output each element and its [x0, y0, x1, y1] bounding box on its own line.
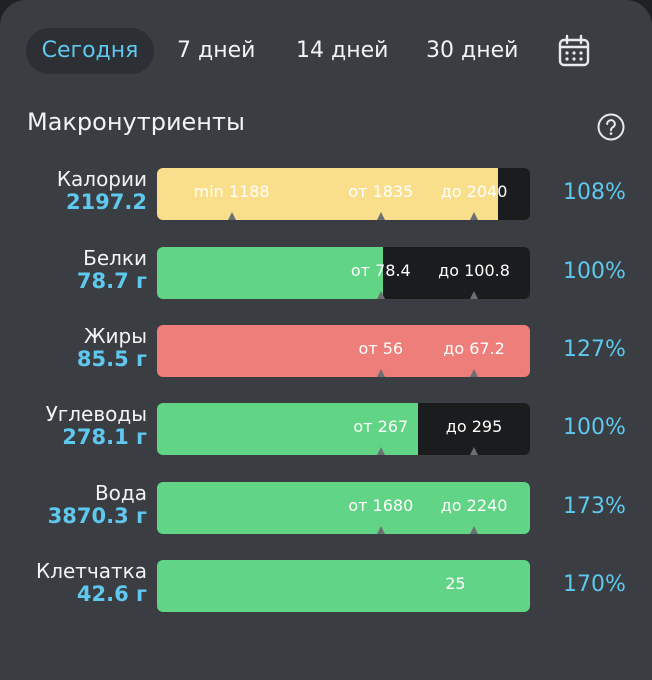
macro-row[interactable]: Углеводы 278.1 г от 267 до 295 100% [0, 402, 652, 459]
section-title: Макронутриенты [27, 108, 245, 136]
macro-row[interactable]: Клетчатка 42.6 г 25 170% [0, 559, 652, 616]
range-tick [470, 447, 479, 455]
range-tick [376, 291, 385, 299]
range-label: до 67.2 [443, 339, 505, 358]
range-tick [470, 212, 479, 220]
macro-name: Вода [94, 481, 147, 505]
calendar-icon[interactable] [556, 33, 592, 69]
macro-percent: 100% [563, 415, 626, 440]
tab-14-days[interactable]: 14 дней [296, 38, 389, 63]
macro-value: 85.5 г [76, 347, 147, 371]
macro-name: Калории [56, 167, 147, 191]
macro-name: Клетчатка [36, 559, 147, 583]
macro-bar: от 267 до 295 [157, 403, 530, 455]
macro-percent: 108% [563, 180, 626, 205]
macro-name: Белки [83, 246, 147, 270]
macro-row[interactable]: Белки 78.7 г от 78.4 до 100.8 100% [0, 246, 652, 303]
range-tick [376, 369, 385, 377]
tab-7-days[interactable]: 7 дней [177, 38, 256, 63]
range-tick [376, 447, 385, 455]
range-label: от 267 [353, 417, 409, 436]
macro-name: Жиры [83, 324, 147, 348]
macro-bar: от 78.4 до 100.8 [157, 247, 530, 299]
macro-bar-fill [157, 560, 530, 612]
macro-percent: 170% [563, 572, 626, 597]
macro-percent: 100% [563, 259, 626, 284]
macro-value: 42.6 г [76, 582, 147, 606]
range-label: до 295 [445, 417, 503, 436]
tab-today[interactable]: Сегодня [26, 28, 154, 74]
range-label: от 1680 [348, 496, 414, 515]
range-tick [376, 212, 385, 220]
range-label: от 1835 [348, 182, 414, 201]
macro-percent: 127% [563, 337, 626, 362]
macro-bar-fill [157, 247, 383, 299]
range-label: до 2240 [440, 496, 508, 515]
macro-row[interactable]: Вода 3870.3 г от 1680 до 2240 173% [0, 481, 652, 538]
range-label: до 100.8 [438, 261, 510, 280]
macro-value: 278.1 г [62, 425, 147, 449]
range-tick [227, 212, 236, 220]
period-tabs: Сегодня 7 дней 14 дней 30 дней [26, 28, 606, 74]
macro-value: 3870.3 г [47, 504, 147, 528]
macro-bar: от 1680 до 2240 [157, 482, 530, 534]
range-tick [376, 526, 385, 534]
macro-bar-fill [157, 325, 530, 377]
range-tick [470, 526, 479, 534]
macro-name: Углеводы [45, 402, 147, 426]
range-label: от 78.4 [350, 261, 411, 280]
macro-bar-fill [157, 403, 419, 455]
macro-value: 2197.2 [65, 190, 147, 214]
macro-percent: 173% [563, 494, 626, 519]
macro-bar: min 1188 от 1835 до 2040 [157, 168, 530, 220]
macro-value: 78.7 г [76, 269, 147, 293]
macro-bar-fill [157, 168, 499, 220]
tab-30-days[interactable]: 30 дней [426, 38, 519, 63]
macro-bar: 25 [157, 560, 530, 612]
range-tick [470, 369, 479, 377]
help-circle-icon[interactable] [596, 112, 626, 142]
macro-row[interactable]: Калории 2197.2 min 1188 от 1835 до 2040 108% [0, 167, 652, 224]
macro-bar: от 56 до 67.2 [157, 325, 530, 377]
range-label: до 2040 [440, 182, 508, 201]
macro-bar-fill [157, 482, 530, 534]
macro-row[interactable]: Жиры 85.5 г от 56 до 67.2 127% [0, 324, 652, 381]
range-label: от 56 [358, 339, 404, 358]
range-tick [470, 291, 479, 299]
range-label: min 1188 [193, 182, 270, 201]
range-label: 25 [445, 574, 466, 593]
